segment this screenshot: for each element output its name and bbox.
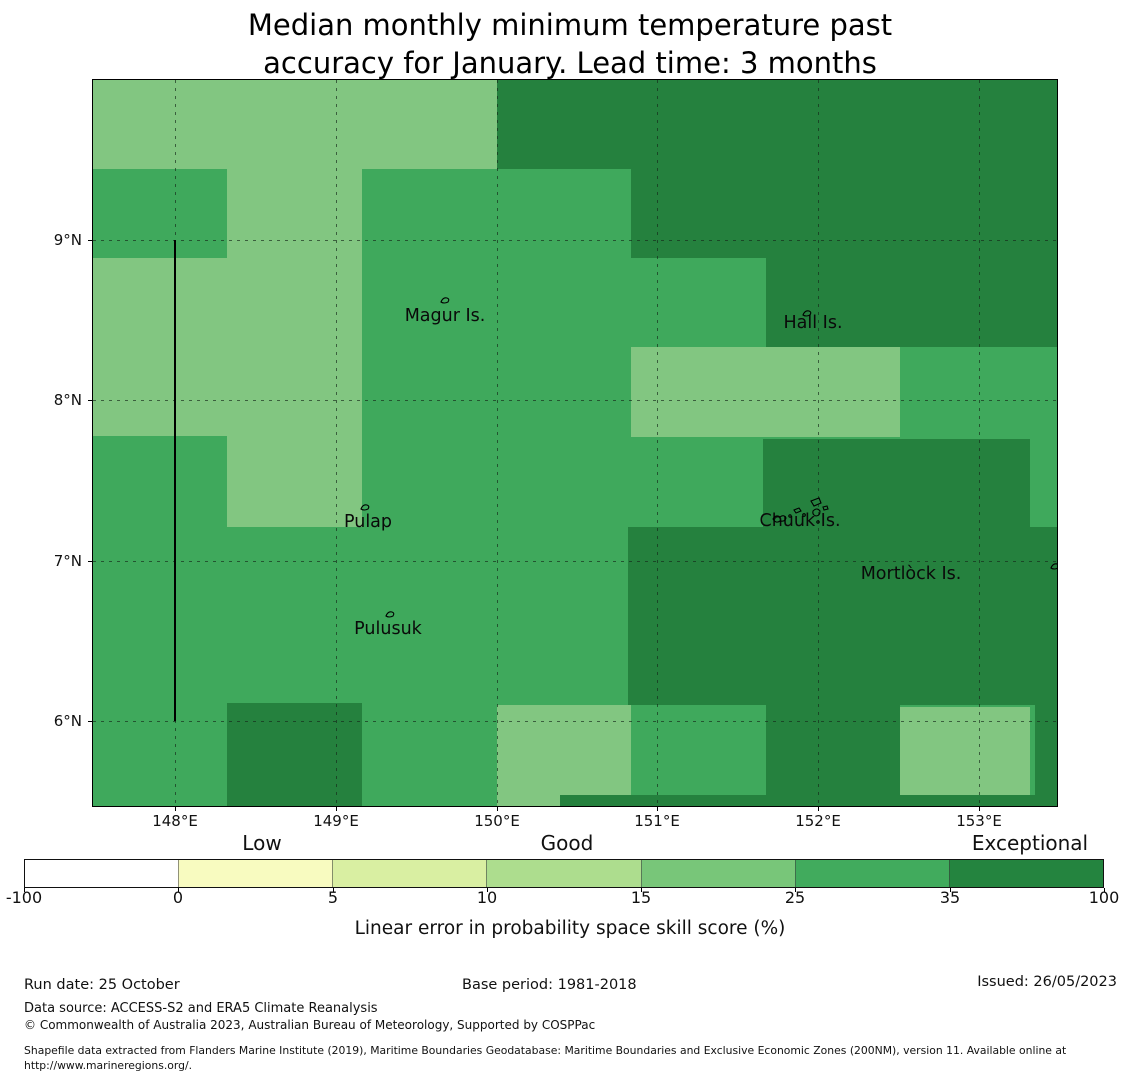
island-label: Hall Is. (783, 313, 843, 333)
x-tick-mark (175, 806, 176, 811)
x-tick-label: 150°E (474, 812, 520, 830)
colorbar-tick-mark (950, 888, 951, 892)
data-source-text: Data source: ACCESS-S2 and ERA5 Climate … (24, 1001, 378, 1016)
island-outline-icon (801, 308, 813, 318)
grid-cell-dark (766, 705, 900, 795)
colorbar-tick-mark (795, 888, 796, 892)
copyright-text: © Commonwealth of Australia 2023, Austra… (24, 1018, 596, 1032)
eez-boundary-line (174, 240, 176, 721)
grid-cell-light (227, 436, 362, 527)
x-tick-label: 153°E (956, 812, 1002, 830)
gridline-horizontal (93, 400, 1057, 401)
gridline-horizontal (93, 721, 1057, 722)
island-label: Magur Is. (404, 306, 486, 326)
colorbar-tick-label: 15 (630, 888, 652, 907)
x-tick-mark (818, 806, 819, 811)
skill-map: Magur Is. Hall Is. Pulap Pulusuk Chuuk Is. Mo… (92, 79, 1058, 807)
island-outline-icon (771, 495, 837, 535)
island-outline-icon (359, 502, 371, 512)
y-tick-label: 7°N (53, 552, 82, 570)
colorbar-tick-mark (1104, 888, 1105, 892)
colorbar-category-word: Exceptional (971, 831, 1089, 855)
shapefile-note-text: Shapefile data extracted from Flanders M… (24, 1044, 1067, 1072)
colorbar-segment (332, 860, 487, 887)
colorbar-tick-label: 35 (939, 888, 961, 907)
island-label: Chuuk Is. (759, 511, 841, 531)
grid-cell-dark (763, 439, 1030, 527)
island-outline-icon (439, 295, 451, 305)
colorbar-tick-mark (333, 888, 334, 892)
x-tick-mark (497, 806, 498, 811)
y-tick-mark (88, 561, 93, 562)
colorbar-category-word: Good (540, 831, 594, 855)
colorbar-segment (794, 860, 949, 887)
grid-cell-light (631, 347, 900, 437)
y-tick-mark (88, 721, 93, 722)
colorbar-segment (25, 860, 179, 887)
y-tick-mark (88, 400, 93, 401)
y-tick-mark (88, 240, 93, 241)
gridline-vertical (657, 80, 658, 806)
x-tick-label: 149°E (313, 812, 359, 830)
grid-cell-dark (227, 703, 362, 806)
colorbar-tick-label: 25 (784, 888, 806, 907)
colorbar-tick-mark (178, 888, 179, 892)
base-period-text: Base period: 1981-2018 (462, 977, 637, 993)
gridline-horizontal (93, 561, 1057, 562)
grid-cell-dark (1035, 705, 1057, 806)
grid-cell-light (227, 169, 362, 258)
grid-cell-dark (497, 80, 1057, 169)
colorbar-segment (948, 860, 1103, 887)
island-label: Pulap (343, 512, 393, 532)
x-tick-label: 148°E (152, 812, 198, 830)
grid-cell-dark (628, 527, 1057, 705)
colorbar-tick-label: 0 (172, 888, 184, 907)
x-tick-mark (979, 806, 980, 811)
y-tick-label: 9°N (53, 231, 82, 249)
gridline-vertical (979, 80, 980, 806)
gridline-vertical (336, 80, 337, 806)
grid-cell-light (93, 258, 362, 436)
colorbar-tick-label: -100 (5, 888, 43, 907)
colorbar-segment (178, 860, 333, 887)
colorbar-segment (486, 860, 641, 887)
grid-cell-dark (766, 258, 1057, 347)
colorbar-tick-mark (24, 888, 25, 892)
colorbar-tick-mark (487, 888, 488, 892)
colorbar-caption: Linear error in probability space skill … (354, 918, 786, 939)
island-outline-icon (384, 609, 396, 619)
grid-cell-dark (631, 169, 1057, 258)
x-tick-mark (336, 806, 337, 811)
colorbar-category-word: Low (242, 831, 282, 855)
gridline-vertical (818, 80, 819, 806)
x-tick-label: 151°E (634, 812, 680, 830)
x-tick-label: 152°E (795, 812, 841, 830)
colorbar-tick-label: 100 (1088, 888, 1120, 907)
grid-cell-light (93, 80, 497, 169)
gridline-vertical (497, 80, 498, 806)
island-label: Pulusuk (354, 619, 422, 639)
y-tick-label: 8°N (53, 391, 82, 409)
chart-title-line1: Median monthly minimum temperature past (247, 8, 893, 42)
grid-cell-light (897, 707, 1030, 797)
y-tick-label: 6°N (53, 712, 82, 730)
colorbar-segment (640, 860, 795, 887)
gridline-horizontal (93, 240, 1057, 241)
colorbar-tick-mark (641, 888, 642, 892)
island-outline-icon (1049, 561, 1057, 571)
grid-cell-dark (560, 795, 1057, 806)
colorbar-tick-label: 10 (476, 888, 498, 907)
chart-title-line2: accuracy for January. Lead time: 3 month… (263, 46, 877, 80)
x-tick-mark (657, 806, 658, 811)
island-label: Mortlòck Is. (860, 564, 962, 584)
run-date-text: Run date: 25 October (24, 977, 180, 993)
chart-title: Median monthly minimum temperature past … (0, 6, 1140, 82)
issued-date-text: Issued: 26/05/2023 (977, 974, 1117, 990)
colorbar (24, 859, 1104, 888)
colorbar-tick-label: 5 (327, 888, 339, 907)
